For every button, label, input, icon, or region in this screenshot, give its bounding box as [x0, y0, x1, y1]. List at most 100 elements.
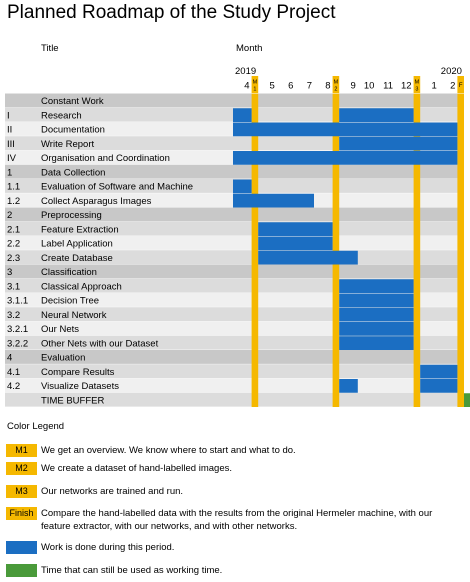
- year-label: 2019: [235, 66, 256, 77]
- month-tick-label: 10: [364, 81, 375, 92]
- row-id: 4: [7, 353, 12, 364]
- milestone-stripe-M1: [251, 93, 259, 407]
- row-label: Documentation: [41, 125, 105, 136]
- buffer-bar: [464, 393, 470, 407]
- milestone-header-M2: [332, 76, 340, 93]
- row-id: 2.2: [7, 239, 20, 250]
- month-tick-label: 11: [383, 81, 393, 92]
- work-bar: [233, 193, 314, 208]
- row-id: I: [7, 110, 10, 121]
- month-tick-label: 9: [351, 81, 356, 92]
- milestone-label: 2: [334, 87, 337, 93]
- task-row-band: [5, 236, 463, 251]
- month-tick-label: 5: [270, 81, 275, 92]
- row-label: Other Nets with our Dataset: [41, 338, 159, 349]
- row-id: 4.2: [7, 381, 20, 392]
- work-bar: [339, 322, 414, 336]
- legend-text: We get an overview. We know where to sta…: [41, 445, 296, 456]
- task-row-band: [5, 364, 463, 379]
- row-label: Organisation and Coordination: [41, 153, 170, 164]
- row-label: Classical Approach: [41, 281, 122, 292]
- row-label: Data Collection: [41, 167, 105, 178]
- work-bar: [233, 179, 252, 194]
- legend-text: Time that can still be used as working t…: [41, 565, 223, 576]
- work-bar: [233, 108, 252, 122]
- row-id: 3: [7, 267, 12, 278]
- row-id: 3.2.2: [7, 338, 28, 349]
- row-label: Constant Work: [41, 96, 104, 107]
- month-tick-label: 6: [288, 81, 293, 92]
- work-bar: [420, 364, 458, 379]
- row-label: Collect Asparagus Images: [41, 196, 152, 207]
- row-id: 4.1: [7, 367, 20, 378]
- title-column-header: Title: [41, 43, 59, 54]
- row-label: Classification: [41, 267, 97, 278]
- group-row-band: [5, 93, 463, 108]
- row-label: Decision Tree: [41, 296, 99, 307]
- legend-swatch: M2: [6, 462, 37, 475]
- month-column-header: Month: [236, 43, 263, 54]
- row-id: II: [7, 125, 12, 136]
- work-bar: [339, 279, 414, 293]
- milestone-label: M: [415, 80, 420, 86]
- group-row-band: [5, 350, 463, 365]
- row-id: 2: [7, 210, 12, 221]
- milestone-label: F: [459, 83, 463, 89]
- row-id: 3.1: [7, 281, 20, 292]
- row-label: Neural Network: [41, 310, 107, 321]
- row-id: 2.3: [7, 253, 20, 264]
- row-label: Evaluation: [41, 353, 85, 364]
- legend-swatch: Finish: [6, 507, 37, 520]
- group-row-band: [5, 164, 463, 179]
- row-label: Preprocessing: [41, 210, 102, 221]
- row-label: Compare Results: [41, 367, 115, 378]
- month-tick-label: 1: [432, 81, 437, 92]
- row-id: 1.1: [7, 182, 20, 193]
- row-label: Create Database: [41, 253, 113, 264]
- work-bar: [258, 236, 333, 251]
- work-bar: [339, 336, 414, 350]
- legend-swatch: [6, 541, 37, 554]
- year-label: 2020: [441, 66, 462, 77]
- month-tick-label: 4: [244, 81, 249, 92]
- row-id: 3.1.1: [7, 296, 28, 307]
- row-id: III: [7, 139, 15, 150]
- work-bar: [339, 136, 458, 151]
- milestone-header-M1: [251, 76, 259, 93]
- work-bar: [339, 293, 414, 308]
- legend-swatch: [6, 564, 37, 577]
- row-id: 3.2: [7, 310, 20, 321]
- milestone-label: M: [334, 80, 339, 86]
- month-tick-label: 12: [401, 81, 412, 92]
- row-label: Label Application: [41, 239, 113, 250]
- row-id: 2.1: [7, 224, 20, 235]
- month-tick-label: 2: [450, 81, 455, 92]
- task-row-band: [5, 392, 463, 407]
- work-bar: [420, 379, 458, 393]
- legend-swatch: M3: [6, 485, 37, 498]
- milestone-stripe-M2: [332, 93, 340, 407]
- row-id: 1: [7, 167, 12, 178]
- milestone-header-M3: [413, 76, 421, 93]
- work-bar: [258, 250, 358, 265]
- legend-text: Our networks are trained and run.: [41, 486, 184, 497]
- work-bar: [339, 307, 414, 322]
- milestone-header-F: [457, 76, 464, 93]
- month-tick-label: 7: [307, 81, 312, 92]
- work-bar: [339, 379, 358, 393]
- work-bar: [233, 122, 458, 137]
- milestone-label: M: [253, 80, 258, 86]
- legend-text: We create a dataset of hand-labelled ima…: [41, 463, 232, 474]
- row-id: IV: [7, 153, 17, 164]
- legend-swatch: M1: [6, 444, 37, 457]
- row-label: TIME BUFFER: [41, 395, 104, 406]
- work-bar: [258, 222, 333, 236]
- chart-title: Planned Roadmap of the Study Project: [7, 2, 336, 23]
- work-bar: [233, 151, 458, 165]
- row-label: Write Report: [41, 139, 95, 150]
- group-row-band: [5, 264, 463, 279]
- row-label: Visualize Datasets: [41, 381, 119, 392]
- milestone-stripe-M3: [413, 93, 421, 407]
- row-label: Our Nets: [41, 324, 79, 335]
- milestone-label: 1: [253, 87, 256, 93]
